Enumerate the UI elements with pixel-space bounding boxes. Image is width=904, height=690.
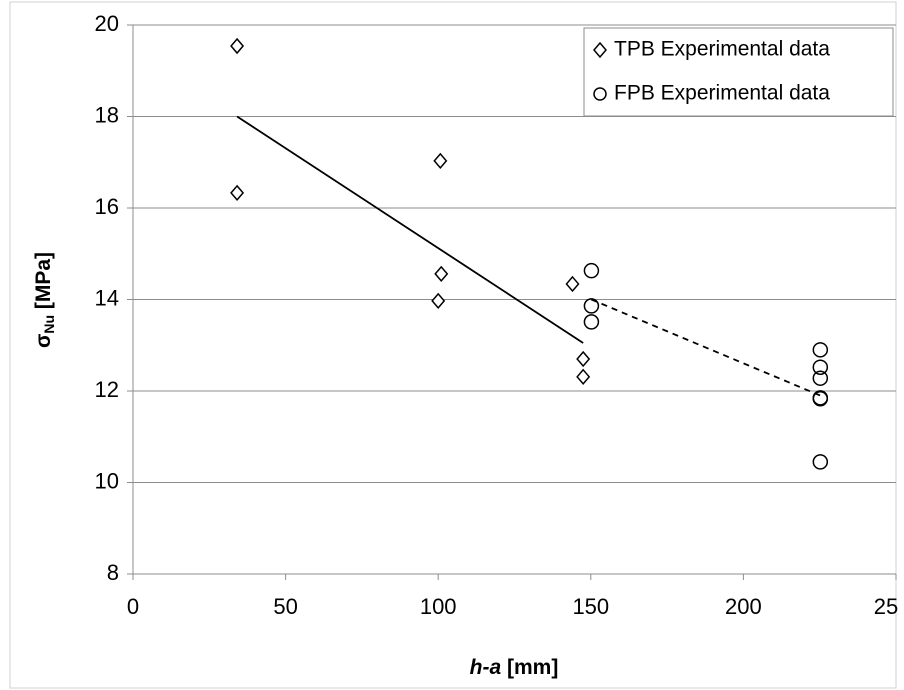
x-tick-label: 50 — [273, 594, 297, 619]
legend-box — [583, 27, 894, 117]
marker-diamond — [230, 37, 245, 55]
y-tick-label: 14 — [95, 285, 119, 310]
chart-border — [9, 1, 897, 689]
legend-marker — [593, 41, 607, 59]
marker-circle — [583, 262, 600, 279]
marker-circle — [812, 391, 829, 407]
marker-diamond — [433, 152, 448, 170]
y-tick-label: 12 — [95, 377, 119, 402]
y-tick-label: 10 — [95, 468, 119, 493]
x-axis-title: h-a [mm] — [470, 656, 559, 679]
y-tick-label: 18 — [95, 102, 119, 127]
marker-diamond — [576, 368, 591, 385]
marker-diamond — [565, 275, 580, 293]
marker-circle — [812, 370, 829, 386]
legend-label: TPB Experimental data — [614, 38, 830, 61]
y-title-rest: [MPa] — [32, 252, 55, 315]
marker-diamond — [576, 350, 591, 368]
y-title-sub: Nu — [41, 315, 57, 334]
marker-circle — [812, 454, 829, 470]
marker-circle — [583, 298, 600, 314]
y-tick-label: 16 — [95, 194, 119, 219]
x-tick-label: 200 — [725, 594, 762, 619]
marker-diamond — [230, 184, 245, 202]
trend-line — [236, 115, 584, 344]
x-title-italic: h-a — [470, 656, 502, 679]
marker-circle — [583, 314, 600, 330]
y-title-symbol: σ — [32, 334, 55, 348]
marker-diamond — [434, 265, 449, 283]
y-tick-label: 20 — [95, 11, 119, 36]
x-tick-label: 150 — [572, 594, 609, 619]
marker-diamond — [431, 292, 446, 310]
y-tick-label: 8 — [107, 560, 119, 585]
x-title-rest: [mm] — [501, 656, 558, 679]
x-tick-label: 25 — [874, 594, 898, 619]
legend-label: FPB Experimental data — [614, 82, 830, 105]
x-tick-label: 0 — [127, 594, 139, 619]
trend-line — [591, 298, 821, 397]
x-tick-label: 100 — [420, 594, 457, 619]
marker-circle — [812, 342, 829, 358]
y-axis-title: σNu [MPa] — [32, 252, 57, 348]
legend-marker — [593, 87, 607, 101]
marker-circle — [812, 359, 829, 375]
